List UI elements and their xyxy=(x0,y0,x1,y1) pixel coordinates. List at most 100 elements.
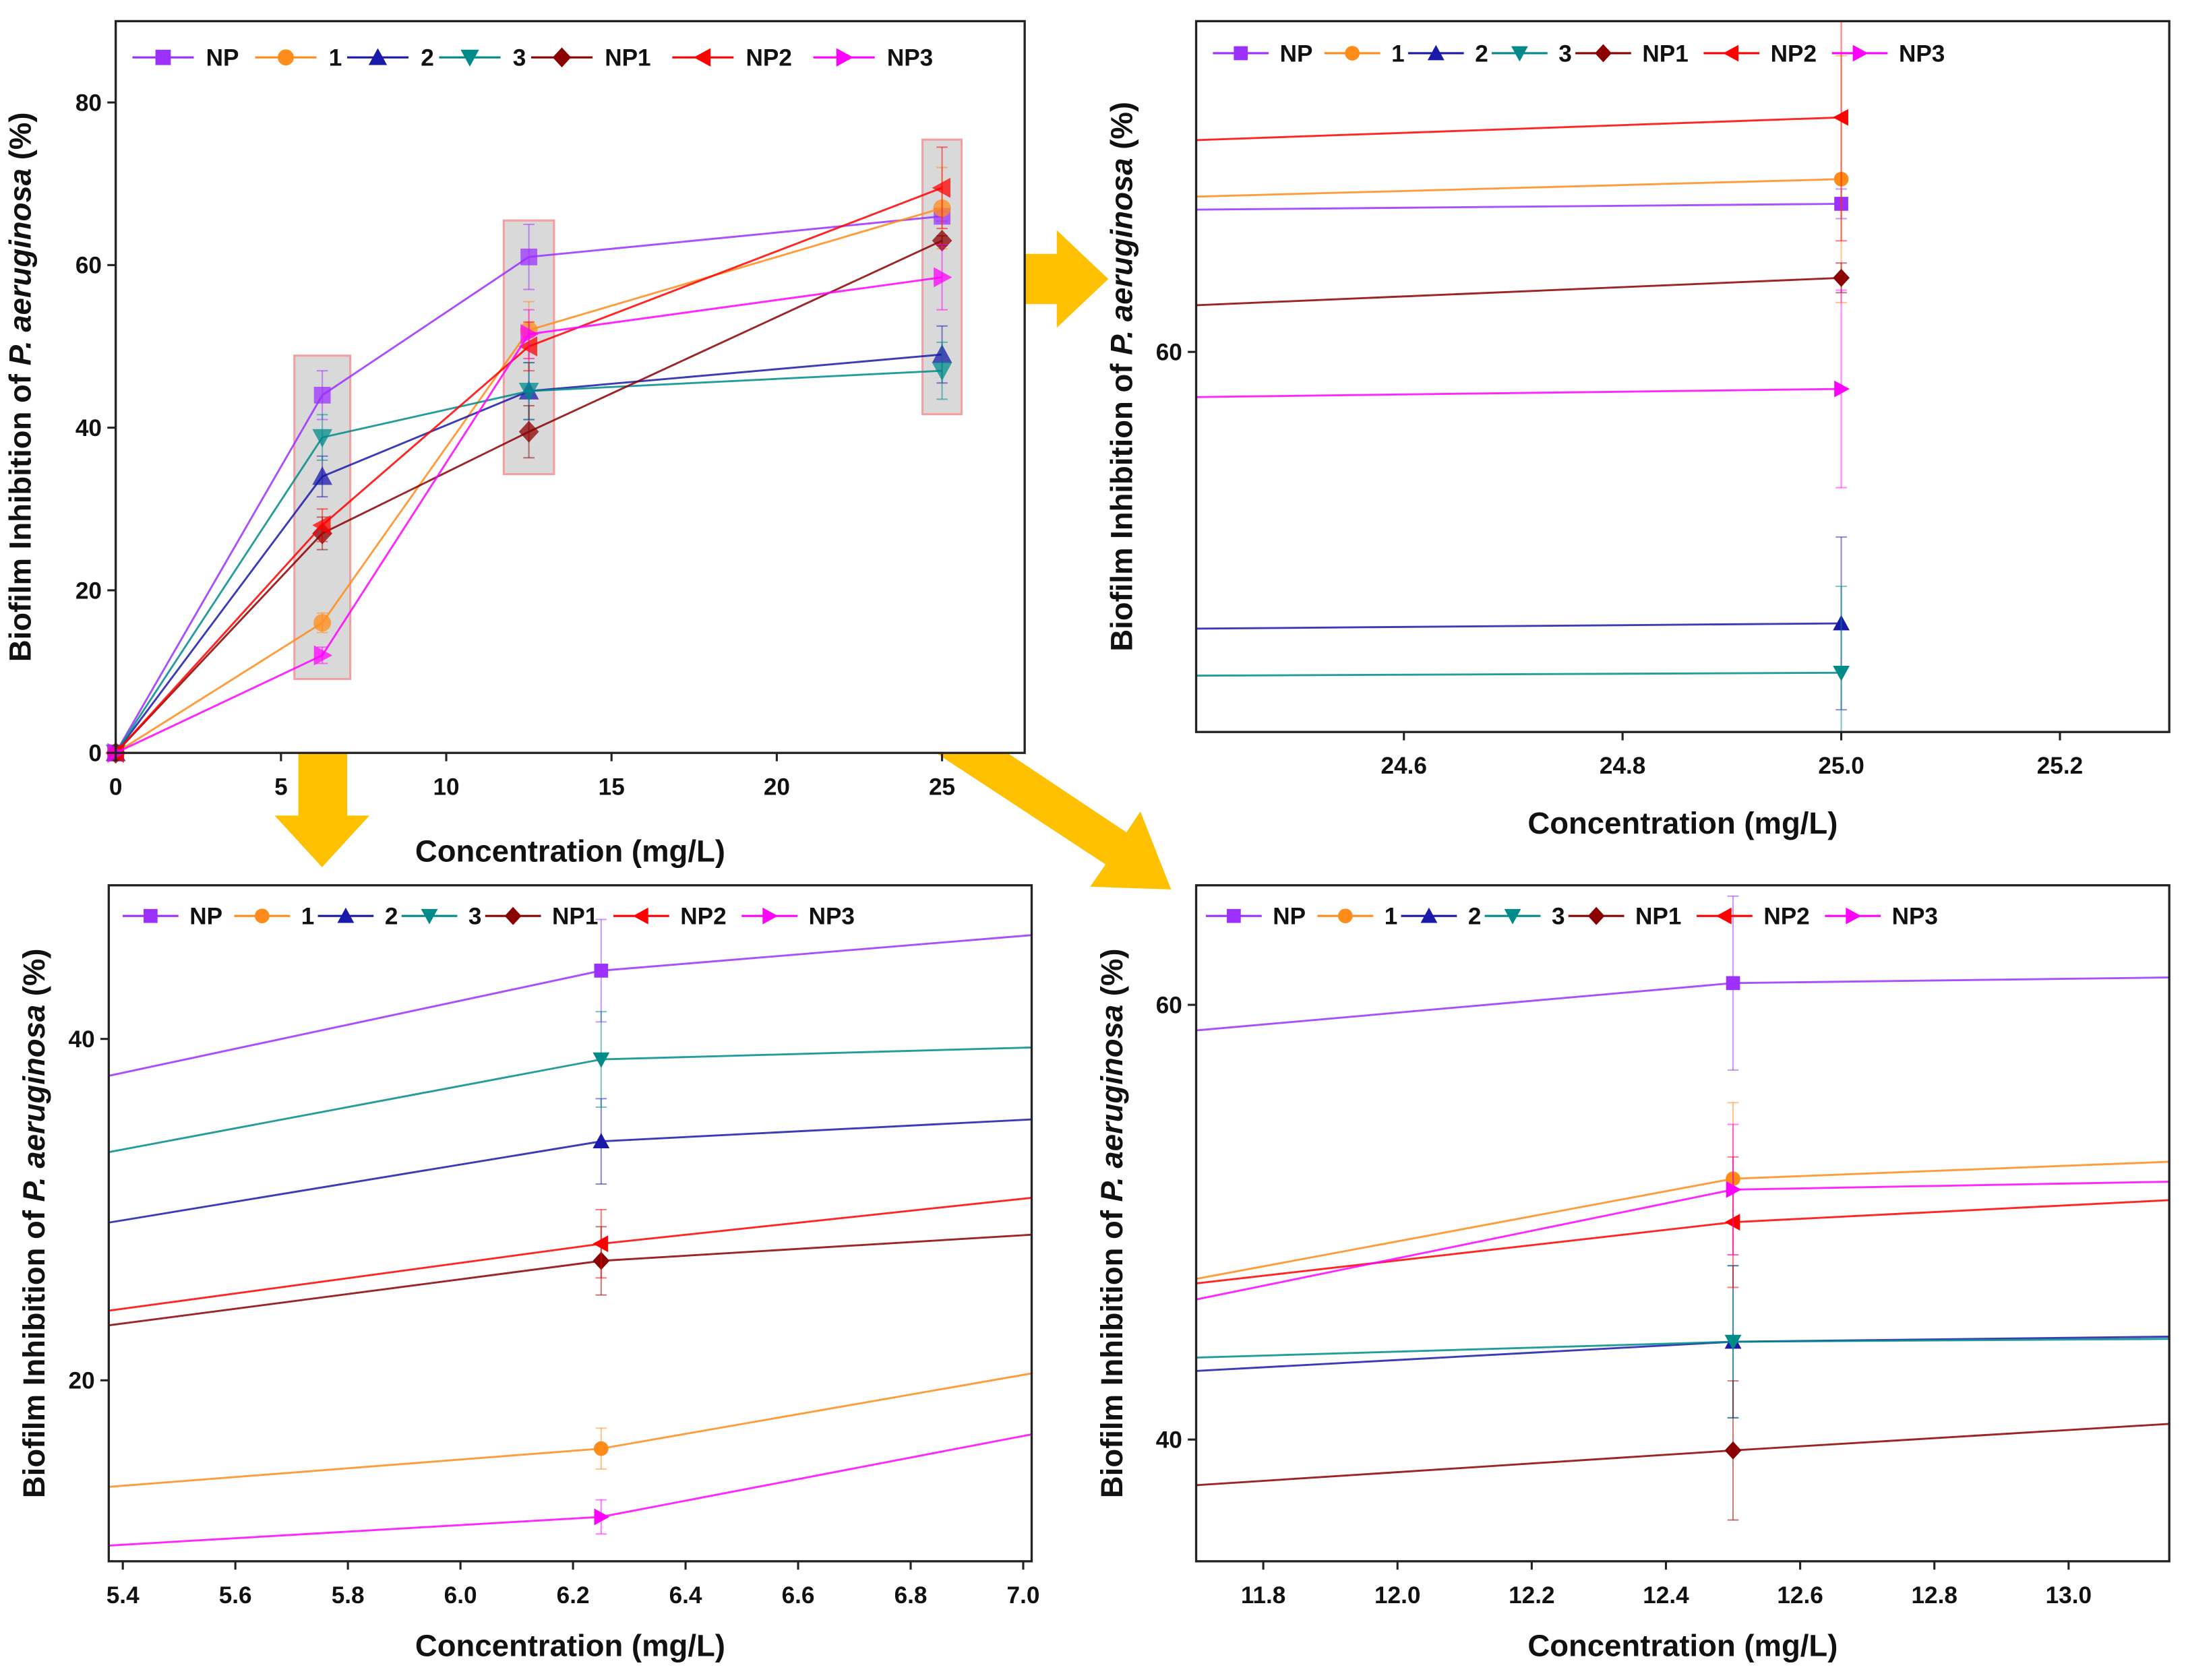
y-tick-label: 20 xyxy=(69,1368,95,1394)
legend-marker xyxy=(1846,907,1862,925)
legend-label: NP3 xyxy=(1892,904,1938,930)
series-line xyxy=(1196,671,1842,677)
legend-marker xyxy=(337,907,355,923)
legend-item-1: 1 xyxy=(1324,40,1405,67)
x-tick-label: 24.8 xyxy=(1600,753,1645,779)
x-tick-label: 0 xyxy=(109,774,123,800)
data-point-marker xyxy=(594,964,609,978)
panel-zoom-12.5: 11.8 12.0 12.2 12.4 12.6 12.8 13.0 40 60 Concentr… xyxy=(1095,884,2170,1662)
legend-item-NP2: NP2 xyxy=(1703,40,1817,67)
data-point-marker xyxy=(1833,268,1850,287)
x-tick-label: 6.4 xyxy=(669,1582,702,1609)
legend-marker xyxy=(836,48,853,67)
series-3 xyxy=(1196,586,1850,733)
legend-marker xyxy=(1337,908,1353,924)
legend-item-NP3: NP3 xyxy=(813,45,933,71)
series-line xyxy=(1196,622,1842,630)
legend-item-NP2: NP2 xyxy=(1697,904,1810,930)
legend: NP 1 2 3 NP1 NP2 NP3 xyxy=(132,45,933,71)
y-axis-label: Biofilm Inhibition of P. aeruginosa (%) xyxy=(1104,102,1138,652)
series-line xyxy=(115,476,324,754)
legend-marker xyxy=(1427,44,1445,61)
legend-label: 2 xyxy=(421,45,434,71)
panel-zoom-6.25: 5.4 5.6 5.8 6.0 6.2 6.4 6.6 6.8 7.0 20 40 Concentra… xyxy=(17,884,1039,1662)
x-axis-label: Concentration (mg/L) xyxy=(1527,1628,1838,1662)
series-line xyxy=(601,1197,1032,1245)
series-line xyxy=(109,1243,602,1312)
y-tick-label: 40 xyxy=(1156,1427,1182,1454)
legend-marker xyxy=(1852,44,1869,62)
series-NP3 xyxy=(109,1433,1032,1547)
series-NP3 xyxy=(107,244,952,764)
legend-label: NP2 xyxy=(1771,40,1817,67)
data-point-marker xyxy=(932,177,950,198)
data-point-marker xyxy=(1726,976,1740,991)
legend-label: NP1 xyxy=(1635,904,1681,930)
series-line xyxy=(1196,1188,1734,1301)
data-point-marker xyxy=(593,1441,609,1456)
x-tick-label: 6.0 xyxy=(444,1582,477,1609)
series-line xyxy=(1196,1177,1734,1280)
series-NP3 xyxy=(1196,289,1850,489)
legend-marker xyxy=(694,48,711,67)
data-point-marker xyxy=(593,1235,609,1253)
series-line xyxy=(1732,1160,2170,1180)
series-line xyxy=(115,621,323,754)
y-tick-label: 60 xyxy=(1156,993,1182,1019)
series-line xyxy=(1196,982,1734,1032)
legend-marker xyxy=(368,48,388,65)
legend-item-NP2: NP2 xyxy=(613,904,727,930)
x-axis-label: Concentration (mg/L) xyxy=(415,834,725,869)
series-NP xyxy=(107,208,950,761)
legend-label: NP xyxy=(206,45,239,71)
data-point-marker xyxy=(313,386,331,404)
y-axis-label: Biofilm Inhibition of P. aeruginosa (%) xyxy=(3,112,38,662)
x-tick-label: 25 xyxy=(929,774,955,800)
y-tick-label: 0 xyxy=(88,741,102,767)
legend-marker xyxy=(1227,908,1241,923)
y-tick-label: 40 xyxy=(69,1026,95,1053)
y-tick-label: 80 xyxy=(75,90,102,116)
y-axis-label-part: Biofilm Inhibition of xyxy=(17,1202,51,1498)
series-line xyxy=(601,1372,1032,1450)
legend-label: NP2 xyxy=(680,904,726,930)
legend-label: NP1 xyxy=(552,904,598,930)
legend-item-2: 2 xyxy=(346,45,434,71)
series-line xyxy=(321,330,530,624)
legend-item-1: 1 xyxy=(1317,904,1397,930)
legend-item-NP3: NP3 xyxy=(741,904,855,930)
legend-item-1: 1 xyxy=(255,45,342,71)
y-axis-label-part: (%) xyxy=(1104,102,1138,158)
legend-item-3: 3 xyxy=(1492,40,1572,67)
series-NP2 xyxy=(1196,21,1848,242)
series-line xyxy=(1196,1340,1734,1359)
series-line xyxy=(115,654,323,754)
legend-label: 2 xyxy=(1468,904,1482,930)
legend-marker xyxy=(552,47,572,67)
series-line xyxy=(321,334,530,656)
legend-label: NP2 xyxy=(1763,904,1809,930)
legend-label: NP3 xyxy=(887,45,933,71)
series-NP3 xyxy=(1196,1123,2170,1301)
x-tick-label: 5.6 xyxy=(219,1582,252,1609)
y-axis-label-part: Biofilm Inhibition of xyxy=(3,365,38,662)
legend: NP 1 2 3 NP1 NP2 NP3 xyxy=(123,904,855,930)
axes-frame xyxy=(107,884,1033,1563)
legend-item-3: 3 xyxy=(1484,904,1565,930)
legend-label: NP xyxy=(1280,40,1313,67)
series-line xyxy=(1196,1449,1734,1487)
series-line xyxy=(115,524,324,754)
y-axis-label-part: P. aeruginosa xyxy=(3,168,38,366)
series-line xyxy=(528,215,942,258)
data-point-marker xyxy=(312,429,333,448)
y-tick-label: 60 xyxy=(75,253,102,279)
series-NP2 xyxy=(109,1197,1032,1312)
legend-marker xyxy=(1723,44,1739,62)
plot-area xyxy=(109,885,1032,1561)
y-axis-label-part: (%) xyxy=(3,112,38,168)
panel-main: 0 5 10 15 20 25 0 20 40 60 80 Concentration (mg/L) B… xyxy=(3,20,1026,869)
series-1 xyxy=(109,1372,1032,1488)
legend-marker xyxy=(421,908,438,925)
data-point-marker xyxy=(1724,1334,1742,1350)
